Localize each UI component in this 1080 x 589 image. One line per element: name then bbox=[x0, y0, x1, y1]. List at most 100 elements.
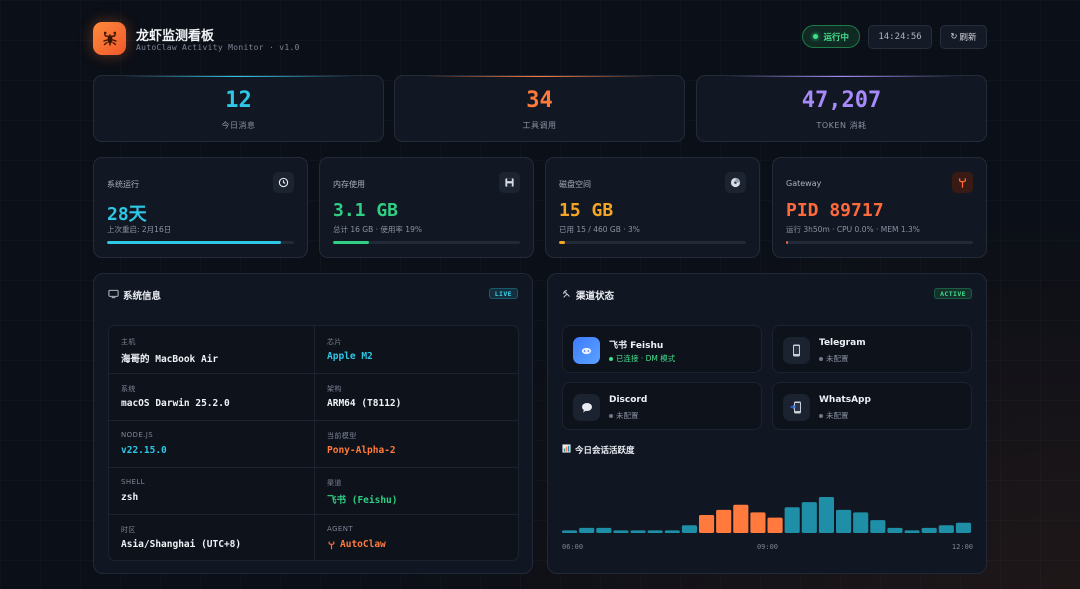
system-info-title: 系统信息 bbox=[108, 288, 161, 302]
app-subtitle: AutoClaw Activity Monitor · v1.0 bbox=[136, 43, 300, 52]
status-dot-icon bbox=[609, 413, 613, 418]
info-key: 渠道 bbox=[327, 479, 342, 487]
stat-value: 47,207 bbox=[801, 88, 882, 113]
stat-label: 今日消息 bbox=[221, 121, 256, 130]
activity-bar bbox=[784, 507, 800, 533]
activity-bar bbox=[767, 517, 783, 533]
metric-value: 15 GB bbox=[559, 200, 614, 221]
info-value: zsh bbox=[121, 492, 139, 503]
activity-bar bbox=[818, 497, 834, 533]
status-dot-icon bbox=[819, 413, 823, 418]
channel-status-text: 未配置 bbox=[826, 354, 849, 363]
channel-card-discord[interactable]: Discord 未配置 bbox=[562, 382, 762, 430]
info-value: v22.15.0 bbox=[121, 445, 167, 456]
metric-value: 28天 bbox=[107, 204, 147, 225]
metric-label: 系统运行 bbox=[107, 180, 139, 189]
active-badge: ACTIVE bbox=[934, 288, 972, 299]
satellite-icon bbox=[562, 289, 572, 302]
channel-status: 已连接 · DM 模式 bbox=[609, 353, 675, 364]
activity-bar-chart: 06:00 09:00 12:00 bbox=[562, 497, 973, 551]
metric-value: PID 89717 bbox=[786, 200, 884, 221]
info-cell-chip: 芯片 Apple M2 bbox=[315, 326, 518, 373]
channel-status-text: 未配置 bbox=[616, 411, 639, 420]
channel-name: Discord bbox=[609, 395, 648, 405]
metric-sub: 运行 3h50m · CPU 0.0% · MEM 1.3% bbox=[786, 225, 920, 234]
status-dot-icon bbox=[609, 356, 613, 361]
activity-bar bbox=[647, 530, 663, 533]
clock-icon bbox=[273, 172, 294, 193]
info-key: 时区 bbox=[121, 526, 136, 534]
channel-status: 未配置 bbox=[819, 353, 849, 364]
info-value: macOS Darwin 25.2.0 bbox=[121, 398, 230, 409]
info-key: 当前模型 bbox=[327, 432, 357, 440]
stat-label: TOKEN 消耗 bbox=[816, 121, 867, 130]
x-tick-label: 06:00 bbox=[562, 543, 583, 551]
channel-card-whatsapp[interactable]: WhatsApp 未配置 bbox=[772, 382, 972, 430]
activity-bar bbox=[887, 527, 903, 533]
info-value: Asia/Shanghai (UTC+8) bbox=[121, 539, 242, 550]
activity-bar bbox=[904, 530, 920, 533]
activity-bar bbox=[921, 527, 937, 533]
metric-sub: 总计 16 GB · 使用率 19% bbox=[333, 225, 422, 234]
stat-card-messages: 12 今日消息 bbox=[93, 75, 384, 142]
activity-bar bbox=[955, 522, 971, 533]
info-cell-model: 当前模型 Pony-Alpha-2 bbox=[315, 420, 518, 467]
channel-name: WhatsApp bbox=[819, 395, 871, 405]
refresh-icon: ↻ bbox=[950, 32, 958, 42]
stat-value: 34 bbox=[526, 88, 553, 113]
x-tick-label: 09:00 bbox=[757, 543, 778, 551]
status-label: 运行中 bbox=[823, 32, 849, 43]
stat-card-tokens: 47,207 TOKEN 消耗 bbox=[696, 75, 987, 142]
panel-title-text: 渠道状态 bbox=[576, 291, 615, 302]
info-key: AGENT bbox=[327, 525, 354, 533]
monitor-icon bbox=[108, 289, 119, 302]
status-badge: 运行中 bbox=[802, 25, 860, 48]
lobster-logo-icon bbox=[93, 22, 126, 55]
metric-card-uptime: 系统运行 28天 上次重启: 2月16日 bbox=[93, 157, 308, 258]
activity-bar bbox=[938, 525, 954, 533]
info-cell-agent: AGENT AutoClaw bbox=[315, 514, 518, 560]
progress-bar bbox=[107, 241, 294, 244]
refresh-button[interactable]: ↻ 刷新 bbox=[940, 25, 987, 49]
progress-bar bbox=[786, 241, 973, 244]
info-key: NODE.JS bbox=[121, 431, 154, 439]
channel-status-text: 已连接 · DM 模式 bbox=[616, 354, 676, 363]
channel-status: 未配置 bbox=[609, 410, 639, 421]
info-value: AutoClaw bbox=[340, 539, 386, 550]
status-dot-icon bbox=[819, 356, 823, 361]
system-info-panel: 系统信息 LIVE 主机 海哥的 MacBook Air 芯片 Apple M2… bbox=[93, 273, 533, 574]
chart-title-text: 今日会话活跃度 bbox=[575, 446, 635, 456]
stat-label: 工具调用 bbox=[522, 121, 557, 130]
phone-icon bbox=[783, 337, 810, 364]
channel-card-telegram[interactable]: Telegram 未配置 bbox=[772, 325, 972, 373]
info-cell-shell: SHELL zsh bbox=[109, 467, 314, 514]
metric-label: 内存使用 bbox=[333, 180, 365, 189]
metric-card-gateway: Gateway PID 89717 运行 3h50m · CPU 0.0% · … bbox=[772, 157, 987, 258]
activity-bar bbox=[681, 525, 697, 533]
info-cell-host: 主机 海哥的 MacBook Air bbox=[109, 326, 314, 373]
app-title: 龙虾监测看板 bbox=[136, 29, 215, 44]
metric-sub: 上次重启: 2月16日 bbox=[107, 225, 172, 234]
activity-bar bbox=[664, 530, 680, 533]
channels-panel: 渠道状态 ACTIVE 飞书 Feishu 已连接 · DM 模式 Telegr… bbox=[547, 273, 987, 574]
info-cell-timezone: 时区 Asia/Shanghai (UTC+8) bbox=[109, 514, 314, 560]
stat-value: 12 bbox=[225, 88, 252, 113]
activity-bar bbox=[801, 502, 817, 533]
channel-status-text: 未配置 bbox=[826, 411, 849, 420]
metric-sub: 已用 15 / 460 GB · 3% bbox=[559, 225, 640, 234]
info-value: Pony-Alpha-2 bbox=[327, 445, 396, 456]
activity-chart-title: 今日会话活跃度 bbox=[562, 444, 635, 456]
info-value: Apple M2 bbox=[327, 351, 373, 362]
live-badge: LIVE bbox=[488, 288, 518, 299]
channel-card-feishu[interactable]: 飞书 Feishu 已连接 · DM 模式 bbox=[562, 325, 762, 373]
activity-bar bbox=[733, 504, 749, 533]
progress-bar bbox=[333, 241, 520, 244]
bar-chart-icon bbox=[562, 444, 571, 456]
phone-arrow-icon bbox=[783, 394, 810, 421]
feishu-icon bbox=[573, 337, 600, 364]
floppy-icon bbox=[499, 172, 520, 193]
activity-bar bbox=[579, 527, 595, 533]
channel-name: Telegram bbox=[819, 338, 866, 348]
activity-bar bbox=[853, 512, 869, 533]
activity-bar bbox=[699, 515, 715, 533]
